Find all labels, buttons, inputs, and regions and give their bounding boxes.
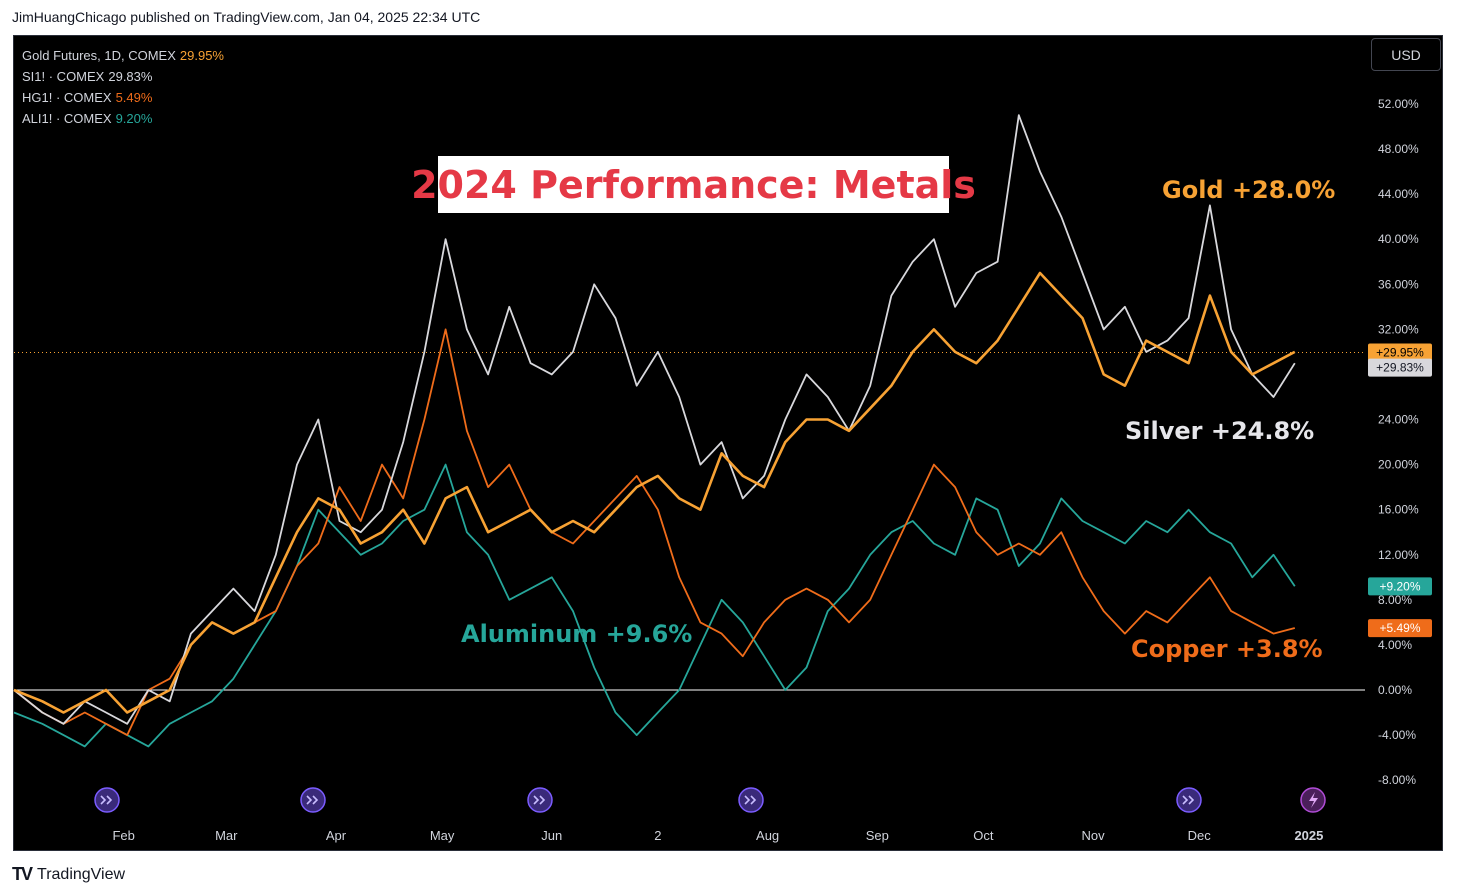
x-tick-label: Mar: [215, 828, 238, 843]
dividend-event-icon[interactable]: [94, 787, 120, 813]
legend-value: 29.83%: [108, 69, 153, 84]
price-tag-label: +29.95%: [1376, 345, 1424, 359]
earnings-event-icon[interactable]: [1300, 787, 1326, 813]
y-tick-label: 16.00%: [1378, 503, 1419, 517]
x-tick-label: Oct: [973, 828, 994, 843]
silver-series-line[interactable]: [13, 114, 1296, 725]
copper-annotation: Copper +3.8%: [1131, 635, 1323, 663]
silver-annotation: Silver +24.8%: [1125, 417, 1315, 445]
y-tick-label: 48.00%: [1378, 142, 1419, 156]
y-tick-label: 0.00%: [1378, 683, 1412, 697]
dividend-event-icon[interactable]: [1176, 787, 1202, 813]
x-tick-label: Jun: [541, 828, 562, 843]
legend-label: ALI1! · COMEX: [22, 111, 112, 126]
legend-value: 5.49%: [115, 90, 153, 105]
legend-value: 9.20%: [115, 111, 153, 126]
series-legend: Gold Futures, 1D, COMEX 29.95% SI1! · COM…: [22, 45, 224, 129]
legend-row-copper[interactable]: HG1! · COMEX 5.49%: [22, 87, 224, 108]
y-tick-label: -8.00%: [1378, 773, 1416, 787]
legend-label: Gold Futures, 1D, COMEX: [22, 48, 176, 63]
legend-row-aluminum[interactable]: ALI1! · COMEX 9.20%: [22, 108, 224, 129]
y-tick-label: 36.00%: [1378, 277, 1419, 291]
chart-title: 2024 Performance: Metals: [411, 162, 976, 207]
x-tick-label: Dec: [1188, 828, 1212, 843]
copper-price-tag: +5.49%: [1368, 619, 1432, 638]
price-tag-label: +9.20%: [1379, 579, 1420, 593]
legend-label: SI1! · COMEX: [22, 69, 105, 84]
gold-price-tag: +29.95%: [1368, 343, 1432, 362]
currency-button[interactable]: USD: [1371, 38, 1441, 71]
dividend-event-icon[interactable]: [527, 787, 553, 813]
legend-row-gold[interactable]: Gold Futures, 1D, COMEX 29.95%: [22, 45, 224, 66]
x-tick-label: May: [430, 828, 455, 843]
price-tag-label: +29.83%: [1376, 361, 1424, 375]
published-by-line: JimHuangChicago published on TradingView…: [12, 9, 481, 25]
y-tick-label: -4.00%: [1378, 728, 1416, 742]
legend-value: 29.95%: [179, 48, 224, 63]
price-tag-label: +5.49%: [1379, 621, 1420, 635]
aluminum-price-tag: +9.20%: [1368, 577, 1432, 596]
y-tick-label: 52.00%: [1378, 97, 1419, 111]
y-tick-label: 12.00%: [1378, 548, 1419, 562]
dividend-event-icon[interactable]: [738, 787, 764, 813]
aluminum-series-line[interactable]: [13, 463, 1296, 748]
x-tick-label: Apr: [326, 828, 347, 843]
x-tick-label: 2: [654, 828, 661, 843]
legend-label: HG1! · COMEX: [22, 90, 112, 105]
gold-annotation: Gold +28.0%: [1162, 176, 1336, 204]
y-tick-label: 40.00%: [1378, 232, 1419, 246]
x-tick-label: Aug: [756, 828, 779, 843]
y-tick-label: 44.00%: [1378, 187, 1419, 201]
x-tick-label: Feb: [112, 828, 134, 843]
y-tick-label: 20.00%: [1378, 458, 1419, 472]
y-tick-label: 4.00%: [1378, 638, 1412, 652]
y-tick-label: 32.00%: [1378, 322, 1419, 336]
y-tick-label: 8.00%: [1378, 593, 1412, 607]
tradingview-mark-icon: TV: [12, 864, 33, 884]
chart-title-box: 2024 Performance: Metals: [411, 156, 976, 213]
tradingview-logo[interactable]: TV TradingView: [12, 864, 125, 885]
x-tick-label: 2025: [1294, 828, 1323, 843]
chart-frame[interactable]: [13, 35, 1443, 851]
aluminum-annotation: Aluminum +9.6%: [461, 620, 693, 648]
gold-series-line[interactable]: [13, 271, 1296, 714]
y-tick-label: 24.00%: [1378, 413, 1419, 427]
legend-row-silver[interactable]: SI1! · COMEX 29.83%: [22, 66, 224, 87]
dividend-event-icon[interactable]: [300, 787, 326, 813]
tradingview-brand: TradingView: [37, 865, 126, 883]
x-tick-label: Nov: [1082, 828, 1106, 843]
x-tick-label: Sep: [866, 828, 889, 843]
silver-price-tag: +29.83%: [1368, 358, 1432, 377]
